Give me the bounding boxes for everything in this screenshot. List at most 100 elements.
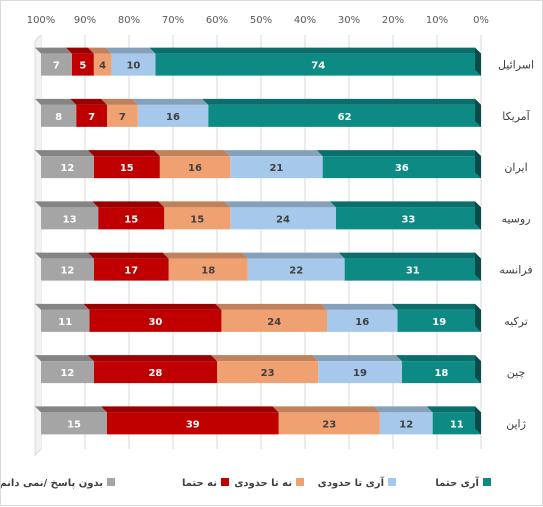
bar-value-label: 39 — [186, 419, 200, 430]
bar-top-face — [101, 98, 138, 105]
bar-top-face — [312, 355, 402, 362]
bar-top-face — [65, 47, 94, 54]
x-tick-label: 20% — [382, 15, 404, 26]
plot-side-wall — [34, 34, 42, 457]
legend-swatch — [107, 478, 115, 486]
x-tick-label: 90% — [74, 15, 96, 26]
bar-segment — [111, 53, 156, 76]
bar-segment — [107, 412, 279, 435]
bar-segment — [93, 258, 169, 281]
bar-segment — [93, 361, 217, 384]
bar-value-label: 15 — [120, 163, 134, 174]
bar-segment — [164, 207, 231, 230]
bar-side-face — [475, 355, 481, 384]
bar-top-face — [153, 150, 231, 157]
bar-value-label: 12 — [60, 163, 74, 174]
bar-segment — [93, 53, 112, 76]
bar-side-face — [475, 406, 481, 435]
bar-value-label: 18 — [434, 368, 448, 379]
bar-segment — [107, 104, 138, 127]
bar-value-label: 15 — [124, 214, 138, 225]
bar-value-label: 24 — [267, 317, 281, 328]
bar-top-face — [158, 201, 231, 208]
bar-side-face — [475, 150, 481, 179]
legend-swatch — [388, 478, 396, 486]
x-tick-label: 70% — [162, 15, 184, 26]
bar-segment — [41, 258, 94, 281]
bar-side-face — [475, 201, 481, 230]
bar-value-label: 22 — [289, 266, 303, 277]
bar-segment — [379, 412, 433, 435]
bar-top-face — [395, 355, 481, 362]
category-label: اسرائیل — [498, 59, 534, 72]
bar-segment — [98, 207, 165, 230]
bar-top-face — [316, 150, 481, 157]
bar-value-label: 12 — [399, 419, 413, 430]
bar-segment — [71, 53, 94, 76]
bar-value-label: 15 — [67, 419, 81, 430]
category-label: ایران — [504, 161, 527, 174]
bar-segment — [137, 104, 209, 127]
bar-segment — [159, 156, 231, 179]
bar-value-label: 19 — [353, 368, 367, 379]
bar-segment — [230, 207, 336, 230]
bar-segment — [89, 309, 222, 332]
legend-swatch — [221, 478, 229, 486]
bar-value-label: 11 — [450, 419, 464, 430]
bar-segment — [41, 104, 77, 127]
bar-top-face — [87, 150, 160, 157]
bar-top-face — [35, 406, 107, 413]
bar-value-label: 11 — [58, 317, 72, 328]
bar-segment — [322, 156, 481, 179]
bar-top-face — [35, 252, 94, 259]
bar-value-label: 10 — [126, 61, 140, 72]
bar-segment — [168, 258, 248, 281]
category-label: آمریکا — [502, 109, 530, 123]
bar-top-face — [211, 355, 319, 362]
bar-value-label: 24 — [276, 214, 290, 225]
bar-value-label: 13 — [63, 214, 77, 225]
bar-value-label: 23 — [322, 419, 336, 430]
bar-segment — [41, 361, 94, 384]
bar-top-face — [272, 406, 380, 413]
bar-value-label: 74 — [311, 61, 325, 72]
category-label: فرانسه — [499, 264, 532, 277]
bar-value-label: 18 — [201, 266, 215, 277]
legend-label: نه تا حدودی — [234, 478, 292, 489]
bar-value-label: 16 — [355, 317, 369, 328]
bar-segment — [76, 104, 107, 127]
bar-value-label: 7 — [53, 61, 60, 72]
bar-value-label: 12 — [60, 368, 74, 379]
bar-value-label: 17 — [124, 266, 138, 277]
bar-top-face — [224, 150, 323, 157]
bar-segment — [217, 361, 319, 384]
category-label: ژاپن — [506, 417, 526, 430]
bar-value-label: 21 — [269, 163, 283, 174]
category-label: روسیه — [501, 212, 530, 225]
bar-top-face — [87, 252, 169, 259]
bar-value-label: 16 — [188, 163, 202, 174]
bar-top-face — [35, 47, 72, 54]
bar-value-label: 16 — [166, 112, 180, 123]
bar-value-label: 12 — [60, 266, 74, 277]
bar-value-label: 8 — [55, 112, 62, 123]
bar-side-face — [475, 303, 481, 332]
x-tick-label: 60% — [206, 15, 228, 26]
legend-label: آری حتما — [435, 476, 479, 489]
bar-top-face — [149, 47, 481, 54]
bar-top-face — [162, 252, 248, 259]
bar-top-face — [224, 201, 336, 208]
bar-top-face — [391, 303, 481, 310]
bar-side-face — [475, 47, 481, 76]
bar-top-face — [70, 98, 107, 105]
x-tick-label: 0% — [473, 15, 489, 26]
bar-top-face — [131, 98, 209, 105]
bar-segment — [155, 53, 481, 76]
bar-top-face — [35, 98, 77, 105]
legend-swatch — [483, 478, 491, 486]
bar-value-label: 30 — [148, 317, 162, 328]
bar-top-face — [105, 47, 156, 54]
bar-top-face — [35, 201, 99, 208]
bar-segment — [221, 309, 327, 332]
